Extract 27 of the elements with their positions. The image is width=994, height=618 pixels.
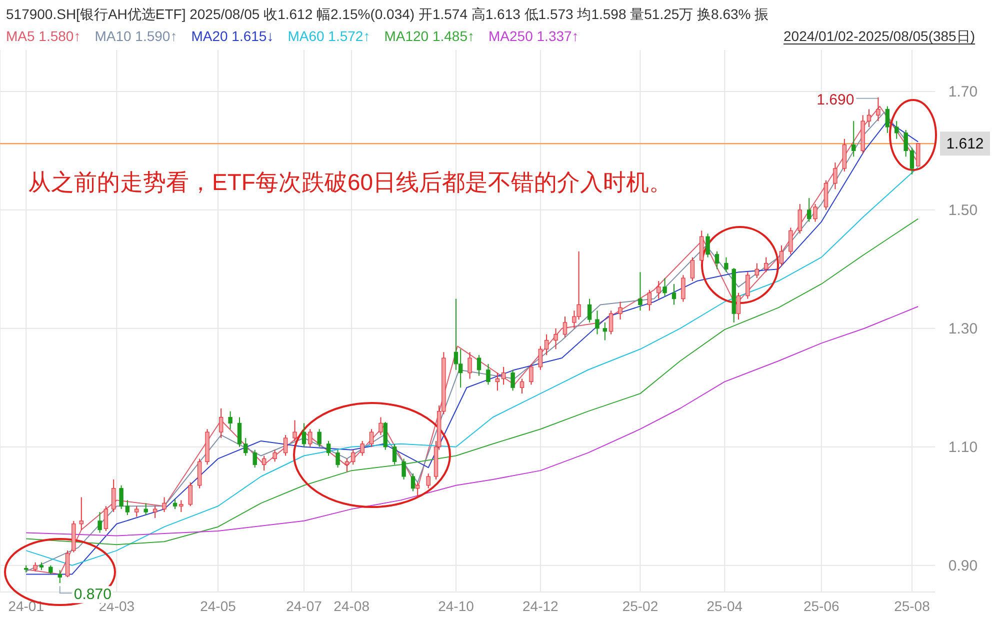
x-tick-label: 25-08 (894, 598, 930, 614)
text: MA60 1.572↑ (288, 28, 370, 44)
text: MA20 1.615↓ (191, 28, 274, 44)
x-tick-label: 24-01 (8, 598, 44, 614)
x-tick-label: 24-08 (334, 598, 370, 614)
text: MA250 1.337↑ (488, 28, 579, 44)
x-tick-label: 25-06 (803, 598, 840, 614)
x-tick-label: 24-07 (286, 598, 322, 614)
y-tick-label: 1.10 (948, 438, 978, 456)
annotation: 1.690 (816, 91, 854, 108)
y-tick-label: 1.50 (948, 202, 978, 219)
text: MA10 1.590↑ (94, 28, 178, 44)
x-tick-label: 25-02 (622, 598, 658, 614)
x-tick-label: 24-10 (438, 598, 474, 614)
chart-title: 517900.SH[银行AH优选ETF] 2025/08/05 收1.612 幅2.15%(0.034) 开1.574 高1.613 低1.573 均1.598 量51.25万 换8.63% 振 (6, 6, 769, 22)
text: 2024/01/02-2025/08/05(385日) (784, 28, 975, 44)
y-tick-label: 1.70 (948, 83, 978, 100)
x-tick-label: 25-04 (706, 598, 743, 614)
text: MA5 1.580↑ (6, 28, 81, 44)
ref-line-label: 1.612 (946, 136, 984, 153)
text: MA120 1.485↑ (384, 28, 475, 44)
x-tick-label: 24-12 (522, 598, 559, 614)
annotation: 0.870 (74, 586, 112, 604)
annotation: 从之前的走势看，ETF每次跌破60日线后都是不错的介入时机。 (28, 169, 672, 195)
x-tick-label: 24-05 (200, 598, 236, 614)
y-tick-label: 0.90 (948, 557, 978, 574)
y-tick-label: 1.30 (948, 320, 978, 338)
